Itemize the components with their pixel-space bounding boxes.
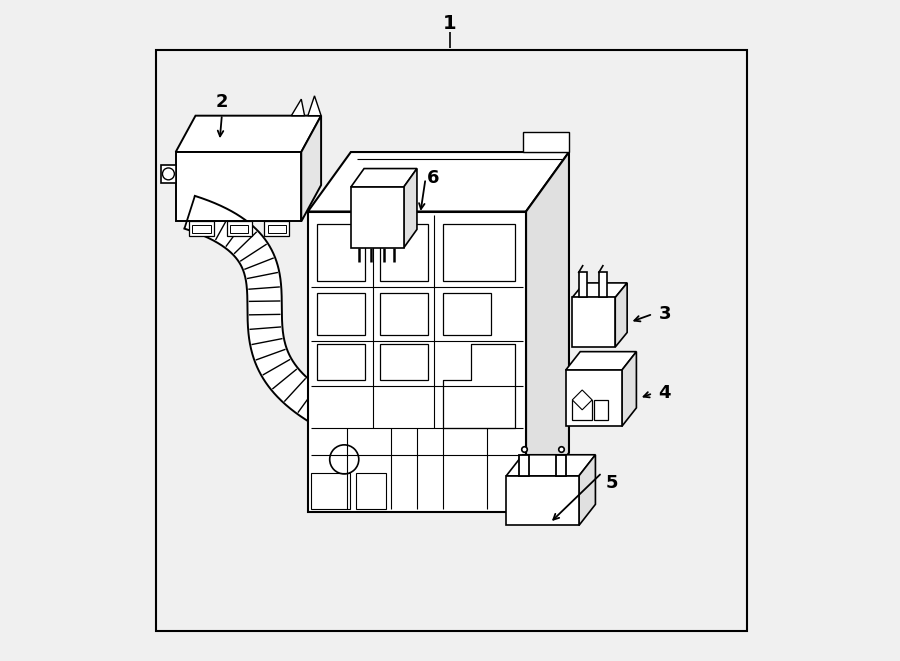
Bar: [267, 225, 286, 233]
Bar: [380, 223, 428, 281]
Polygon shape: [506, 455, 596, 476]
Text: 6: 6: [428, 169, 440, 188]
Bar: [380, 344, 428, 380]
Bar: [265, 221, 290, 236]
Polygon shape: [566, 352, 636, 370]
Polygon shape: [292, 99, 304, 116]
Bar: [519, 455, 529, 476]
Bar: [380, 293, 428, 335]
Bar: [572, 400, 592, 420]
Polygon shape: [184, 196, 348, 435]
Bar: [443, 293, 491, 335]
Bar: [572, 297, 616, 347]
Bar: [156, 50, 747, 631]
Polygon shape: [526, 152, 569, 512]
Bar: [598, 272, 607, 297]
Polygon shape: [404, 169, 417, 248]
Bar: [351, 187, 404, 248]
Polygon shape: [308, 96, 321, 116]
Polygon shape: [616, 283, 627, 347]
Bar: [193, 225, 211, 233]
Polygon shape: [622, 352, 636, 426]
Polygon shape: [351, 169, 417, 187]
Bar: [176, 152, 302, 221]
Bar: [594, 400, 608, 420]
Bar: [443, 223, 515, 281]
Polygon shape: [572, 390, 592, 410]
Bar: [308, 212, 526, 512]
Text: 3: 3: [659, 305, 671, 323]
Bar: [506, 476, 579, 525]
Polygon shape: [572, 283, 627, 297]
Bar: [227, 221, 252, 236]
Bar: [230, 225, 248, 233]
Bar: [311, 473, 350, 509]
Text: 2: 2: [216, 93, 229, 112]
Bar: [189, 221, 214, 236]
Polygon shape: [523, 132, 569, 152]
Bar: [356, 473, 386, 509]
Bar: [555, 455, 565, 476]
Text: 5: 5: [606, 473, 618, 492]
Text: 4: 4: [659, 384, 671, 403]
Polygon shape: [308, 152, 569, 212]
Polygon shape: [579, 455, 596, 525]
Bar: [317, 223, 364, 281]
Bar: [317, 344, 364, 380]
Bar: [579, 272, 587, 297]
Bar: [317, 293, 364, 335]
Text: 1: 1: [443, 14, 457, 32]
Polygon shape: [161, 165, 176, 183]
Polygon shape: [176, 116, 321, 152]
Polygon shape: [302, 116, 321, 221]
Bar: [566, 370, 622, 426]
